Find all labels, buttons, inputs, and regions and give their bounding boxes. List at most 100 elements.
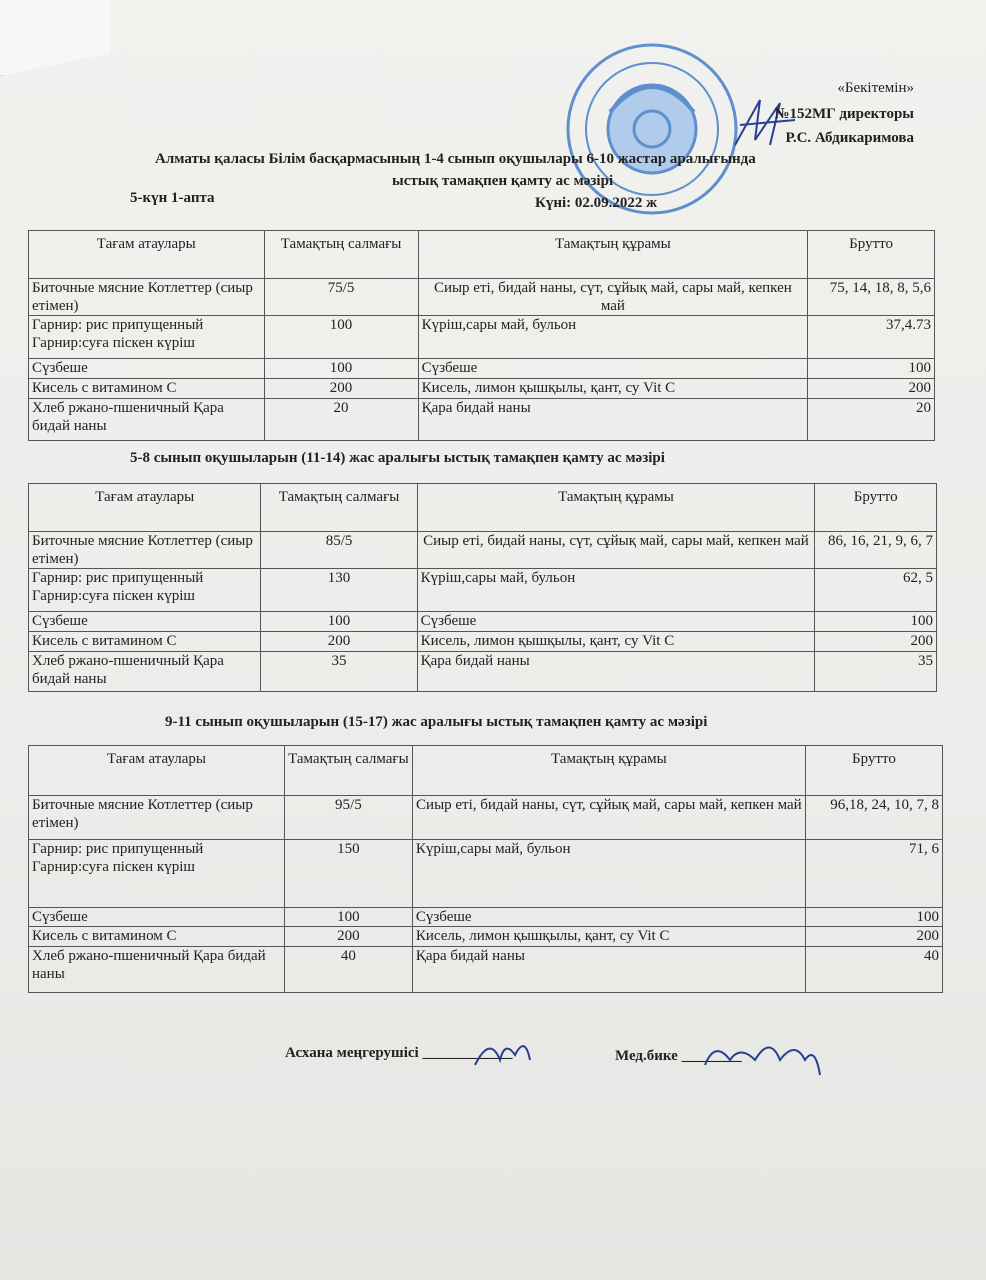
gross-weight: 100 [807,358,935,379]
gross-weight: 62, 5 [814,568,937,612]
table-row: Биточные мясние Котлеттер (сиыр етімен) 8… [27,531,937,569]
column-header: Брутто [814,483,937,532]
table-row: Гарнир: рис припущенный Гарнир:суға піск… [28,839,944,908]
column-header: Тамақтың салмағы [263,230,419,279]
table-row: Кисель с витамином С 200 Кисель, лимон қыш… [28,926,944,947]
dish-name: Биточные мясние Котлеттер (сиыр етімен) [28,278,265,316]
nurse-label: Мед.бике ________ [615,1048,742,1064]
menu-date: Күні: 02.09.2022 ж [535,195,658,211]
portion-weight: 40 [283,946,413,993]
gross-weight: 71, 6 [804,839,944,908]
nurse-signature [704,1046,821,1076]
ingredients: Сиыр еті, бидай наны, сүт, сұйық май, са… [417,278,809,316]
table-row: Биточные мясние Котлеттер (сиыр етімен) 9… [28,795,944,840]
gross-weight: 20 [807,398,935,441]
table-row: Сүзбеше 100 Сүзбеше 100 [28,358,935,379]
gross-weight: 37,4.73 [807,315,935,359]
table-row: Хлеб ржано-пшеничный Қара бидай наны 20 Қа… [28,398,935,441]
portion-weight: 100 [263,358,419,379]
dish-name: Сүзбеше [28,358,265,379]
portion-weight: 35 [260,651,418,692]
gross-weight: 100 [804,907,944,927]
dish-name: Кисель с витамином С [27,631,262,652]
portion-weight: 200 [283,926,413,947]
menu-table-grades-9-11: Тағам атаулары Тамақтың салмағы Тамақтың қ… [28,745,944,993]
column-header: Тамақтың құрамы [411,745,806,796]
dish-name: Кисель с витамином С [28,378,265,399]
director-signature [734,99,796,146]
caption-grades-5-8: 5-8 сынып оқушыларын (11-14) жас аралығы… [130,450,665,466]
column-header: Брутто [804,745,944,796]
dish-name: Биточные мясние Котлеттер (сиыр етімен) [27,531,262,569]
director-name: Р.С. Абдикаримова [785,130,914,146]
portion-weight: 100 [260,611,418,632]
gross-weight: 35 [814,651,937,692]
column-header: Тағам атаулары [28,745,285,796]
ingredients: Күріш,сары май, бульон [411,839,806,908]
gross-weight: 200 [814,631,937,652]
portion-weight: 150 [283,839,413,908]
dish-name: Хлеб ржано-пшеничный Қара бидай наны [27,651,262,692]
column-header: Тамақтың салмағы [283,745,413,796]
table-row: Сүзбеше 100 Сүзбеше 100 [28,907,944,927]
column-header: Тағам атаулары [27,483,262,532]
portion-weight: 75/5 [263,278,419,316]
dish-name: Хлеб ржано-пшеничный Қара бидай наны [28,398,265,441]
dish-name: Гарнир: рис припущенный Гарнир:суға піск… [28,839,285,908]
table-header-row: Тағам атаулары Тамақтың салмағы Тамақтың қ… [28,745,944,796]
gross-weight: 100 [814,611,937,632]
ingredients: Күріш,сары май, бульон [416,568,816,612]
column-header: Тамақтың салмағы [260,483,418,532]
ingredients: Кисель, лимон қышқылы, қант, су Vit C [411,926,806,947]
dish-name: Хлеб ржано-пшеничный Қара бидай наны [28,946,285,993]
dish-name: Кисель с витамином С [28,926,285,947]
ingredients: Кисель, лимон қышқылы, қант, су Vit C [417,378,809,399]
gross-weight: 200 [807,378,935,399]
official-stamp [566,43,738,215]
dish-name: Гарнир: рис припущенный Гарнир:суға піск… [28,315,265,359]
dish-name: Биточные мясние Котлеттер (сиыр етімен) [28,795,285,840]
ingredients: Қара бидай наны [411,946,806,993]
table-header-row: Тағам атаулары Тамақтың салмағы Тамақтың қ… [27,483,937,532]
portion-weight: 100 [283,907,413,927]
gross-weight: 200 [804,926,944,947]
ingredients: Қара бидай наны [417,398,809,441]
column-header: Тамақтың құрамы [417,230,809,279]
gross-weight: 86, 16, 21, 9, 6, 7 [814,531,937,569]
column-header: Тамақтың құрамы [416,483,816,532]
ingredients: Қара бидай наны [416,651,816,692]
column-header: Тағам атаулары [28,230,265,279]
table-row: Гарнир: рис припущенный Гарнир:суға піск… [28,315,935,359]
menu-table-grades-1-4: Тағам атаулары Тамақтың салмағы Тамақтың қ… [28,230,935,441]
table-header-row: Тағам атаулары Тамақтың салмағы Тамақтың қ… [28,230,935,279]
title-line-1: Алматы қаласы Білім басқармасының 1-4 сы… [155,151,756,167]
ingredients: Кисель, лимон қышқылы, қант, су Vit C [416,631,816,652]
gross-weight: 75, 14, 18, 8, 5,6 [807,278,935,316]
portion-weight: 200 [263,378,419,399]
column-header: Брутто [807,230,935,279]
caption-grades-9-11: 9-11 сынып оқушыларын (15-17) жас аралығ… [165,714,708,730]
portion-weight: 200 [260,631,418,652]
ingredients: Сүзбеше [416,611,816,632]
director-title: №152МГ директоры [774,106,914,122]
table-row: Кисель с витамином С 200 Кисель, лимон қыш… [28,378,935,399]
dish-name: Сүзбеше [27,611,262,632]
table-row: Кисель с витамином С 200 Кисель, лимон қыш… [27,631,937,652]
gross-weight: 40 [804,946,944,993]
menu-table-grades-5-8: Тағам атаулары Тамақтың салмағы Тамақтың қ… [27,483,937,692]
ingredients: Сүзбеше [411,907,806,927]
day-week: 5-күн 1-апта [130,190,215,206]
portion-weight: 95/5 [283,795,413,840]
title-line-2: ыстық тамақпен қамту ас мәзірі [392,173,614,189]
table-row: Сүзбеше 100 Сүзбеше 100 [27,611,937,632]
canteen-manager-label: Асхана меңгерушісі ____________ [285,1045,513,1061]
ingredients: Күріш,сары май, бульон [417,315,809,359]
gross-weight: 96,18, 24, 10, 7, 8 [804,795,944,840]
dish-name: Гарнир: рис припущенный Гарнир:суға піск… [27,568,262,612]
approval-label: «Бекітемін» [837,80,914,96]
portion-weight: 130 [260,568,418,612]
portion-weight: 100 [263,315,419,359]
table-row: Хлеб ржано-пшеничный Қара бидай наны 35 Қа… [27,651,937,692]
ingredients: Сиыр еті, бидай наны, сүт, сұйық май, са… [411,795,806,840]
canteen-manager-signature [474,1045,531,1066]
